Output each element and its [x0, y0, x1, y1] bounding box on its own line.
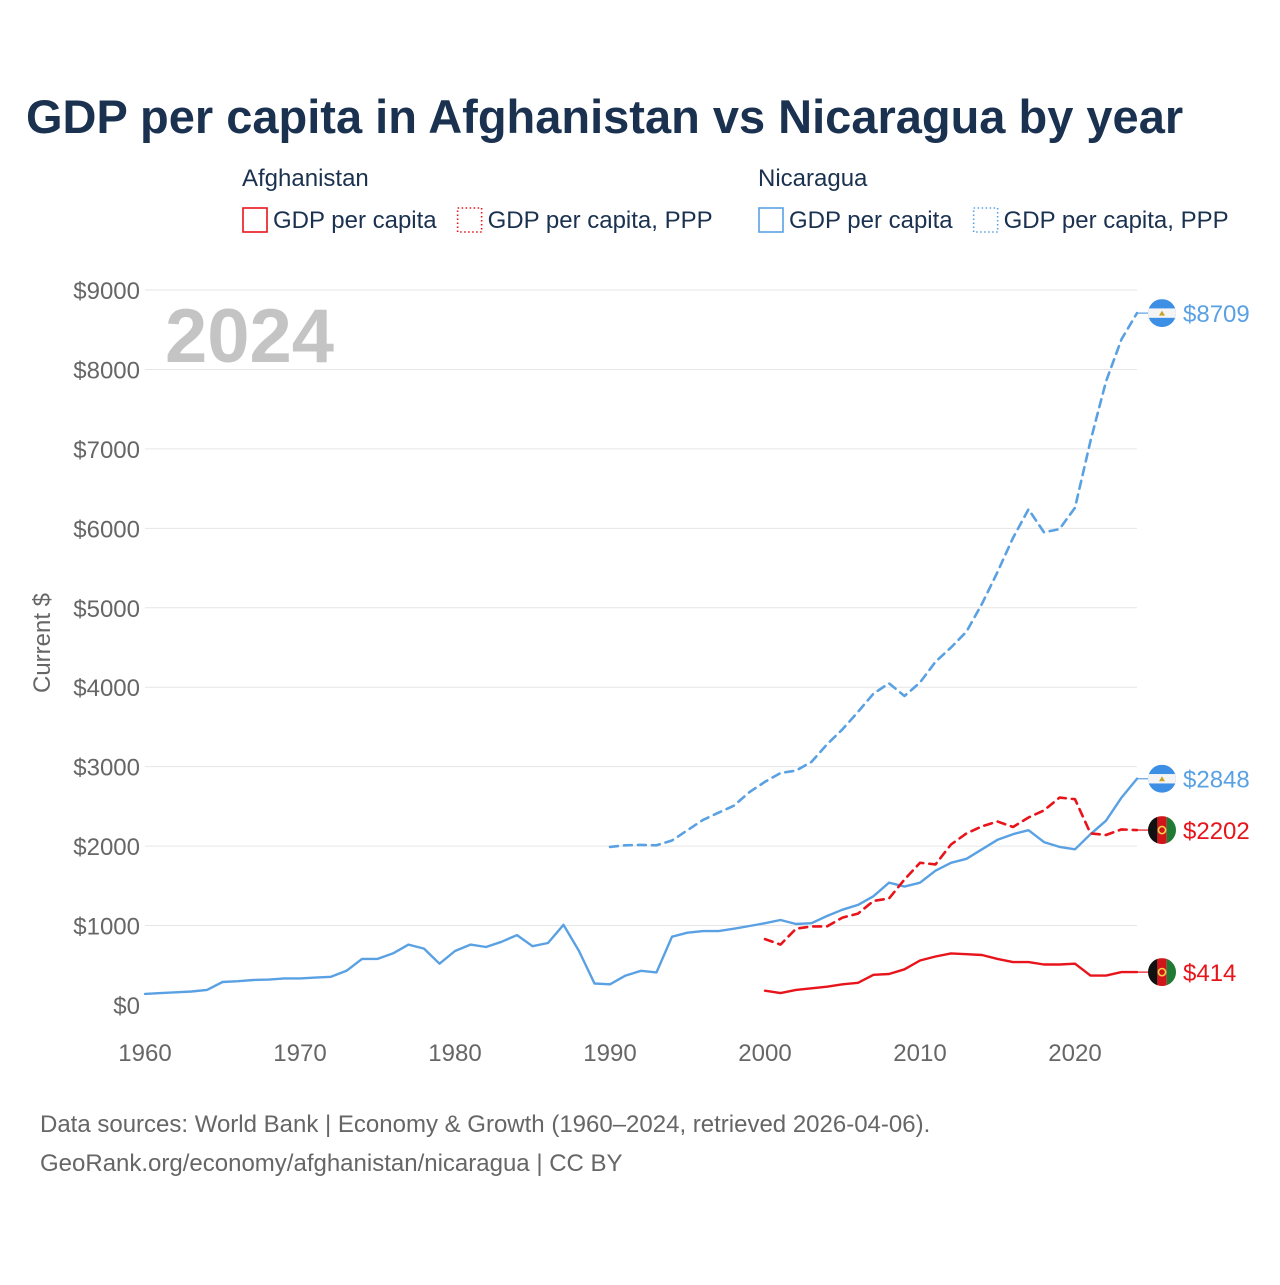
- y-tick-label: $1000: [73, 914, 140, 941]
- legend-item-label: GDP per capita, PPP: [1004, 207, 1229, 234]
- y-axis: $0 $1000 $2000 $3000 $4000 $5000 $6000 $7000 $80…: [73, 278, 140, 1020]
- x-tick-label: 2000: [738, 1040, 791, 1067]
- x-tick-label: 1960: [118, 1040, 171, 1067]
- series-line-afghanistan-gdp-per-capita[interactable]: [763, 952, 1139, 995]
- footer-credit[interactable]: GeoRank.org/economy/afghanistan/nicaragu…: [40, 1150, 623, 1177]
- legend-swatch-dotted: [972, 207, 999, 233]
- afghanistan-flag-icon: [1148, 958, 1176, 987]
- legend-item[interactable]: GDP per capita, PPP: [456, 207, 713, 234]
- y-tick-label: $7000: [73, 437, 140, 464]
- series-line-nicaragua-gdp-per-capita-ppp[interactable]: [608, 311, 1139, 849]
- y-tick-label: $6000: [73, 516, 140, 543]
- legend[interactable]: Afghanistan GDP per capita GDP per capita,…: [242, 165, 1229, 234]
- y-tick-label: $5000: [73, 596, 140, 623]
- x-tick-label: 1980: [428, 1040, 481, 1067]
- grid-lines: [145, 289, 1137, 927]
- legend-item[interactable]: GDP per capita, PPP: [972, 207, 1229, 234]
- nicaragua-flag-icon: [1148, 764, 1176, 793]
- y-tick-label: $2000: [73, 834, 140, 861]
- end-value-label: $2202: [1183, 818, 1250, 845]
- legend-item-label: GDP per capita, PPP: [488, 207, 713, 234]
- series-layer[interactable]: [143, 311, 1139, 996]
- end-value-label: $2848: [1183, 767, 1250, 794]
- legend-group-afghanistan[interactable]: Afghanistan GDP per capita GDP per capita,…: [242, 165, 713, 234]
- year-badge: 2024: [165, 294, 334, 379]
- legend-item[interactable]: GDP per capita: [758, 207, 953, 234]
- y-tick-label: $9000: [73, 278, 140, 305]
- afghanistan-flag-icon: [1148, 816, 1176, 845]
- x-tick-label: 1990: [583, 1040, 636, 1067]
- legend-swatch-dotted: [456, 207, 483, 233]
- end-label-group: $2848: [1137, 764, 1250, 794]
- end-label-group: $8709: [1137, 299, 1250, 328]
- legend-swatch-solid: [758, 207, 784, 233]
- end-value-label: $414: [1183, 960, 1236, 987]
- x-tick-label: 1970: [273, 1040, 326, 1067]
- series-line-afghanistan-gdp-per-capita-ppp[interactable]: [763, 796, 1139, 946]
- x-axis: 1960 1970 1980 1990 2000 2010 2020: [118, 1040, 1101, 1067]
- legend-item-label: GDP per capita: [789, 207, 953, 234]
- y-tick-label: $4000: [73, 675, 140, 702]
- legend-swatch-solid: [242, 207, 268, 233]
- chart-title: GDP per capita in Afghanistan vs Nicarag…: [26, 90, 1183, 143]
- legend-group-title: Afghanistan: [242, 165, 369, 192]
- series-line-nicaragua-gdp-per-capita[interactable]: [143, 777, 1139, 996]
- end-value-label: $8709: [1183, 301, 1250, 328]
- end-label-group: $414: [1137, 958, 1236, 987]
- series-end-labels: $8709 $2848 $2202 $414: [1137, 299, 1250, 987]
- legend-item[interactable]: GDP per capita: [242, 207, 437, 234]
- nicaragua-flag-icon: [1148, 299, 1176, 328]
- x-tick-label: 2020: [1048, 1040, 1101, 1067]
- x-tick-label: 2010: [893, 1040, 946, 1067]
- footer-source: Data sources: World Bank | Economy & Gro…: [40, 1111, 930, 1138]
- legend-item-label: GDP per capita: [273, 207, 437, 234]
- y-axis-label: Current $: [29, 593, 56, 693]
- legend-group-title: Nicaragua: [758, 165, 868, 192]
- end-label-group: $2202: [1137, 816, 1250, 845]
- y-tick-label: $8000: [73, 357, 140, 384]
- y-tick-label: $0: [113, 993, 140, 1020]
- legend-group-nicaragua[interactable]: Nicaragua GDP per capita GDP per capita, P…: [758, 165, 1229, 234]
- y-tick-label: $3000: [73, 755, 140, 782]
